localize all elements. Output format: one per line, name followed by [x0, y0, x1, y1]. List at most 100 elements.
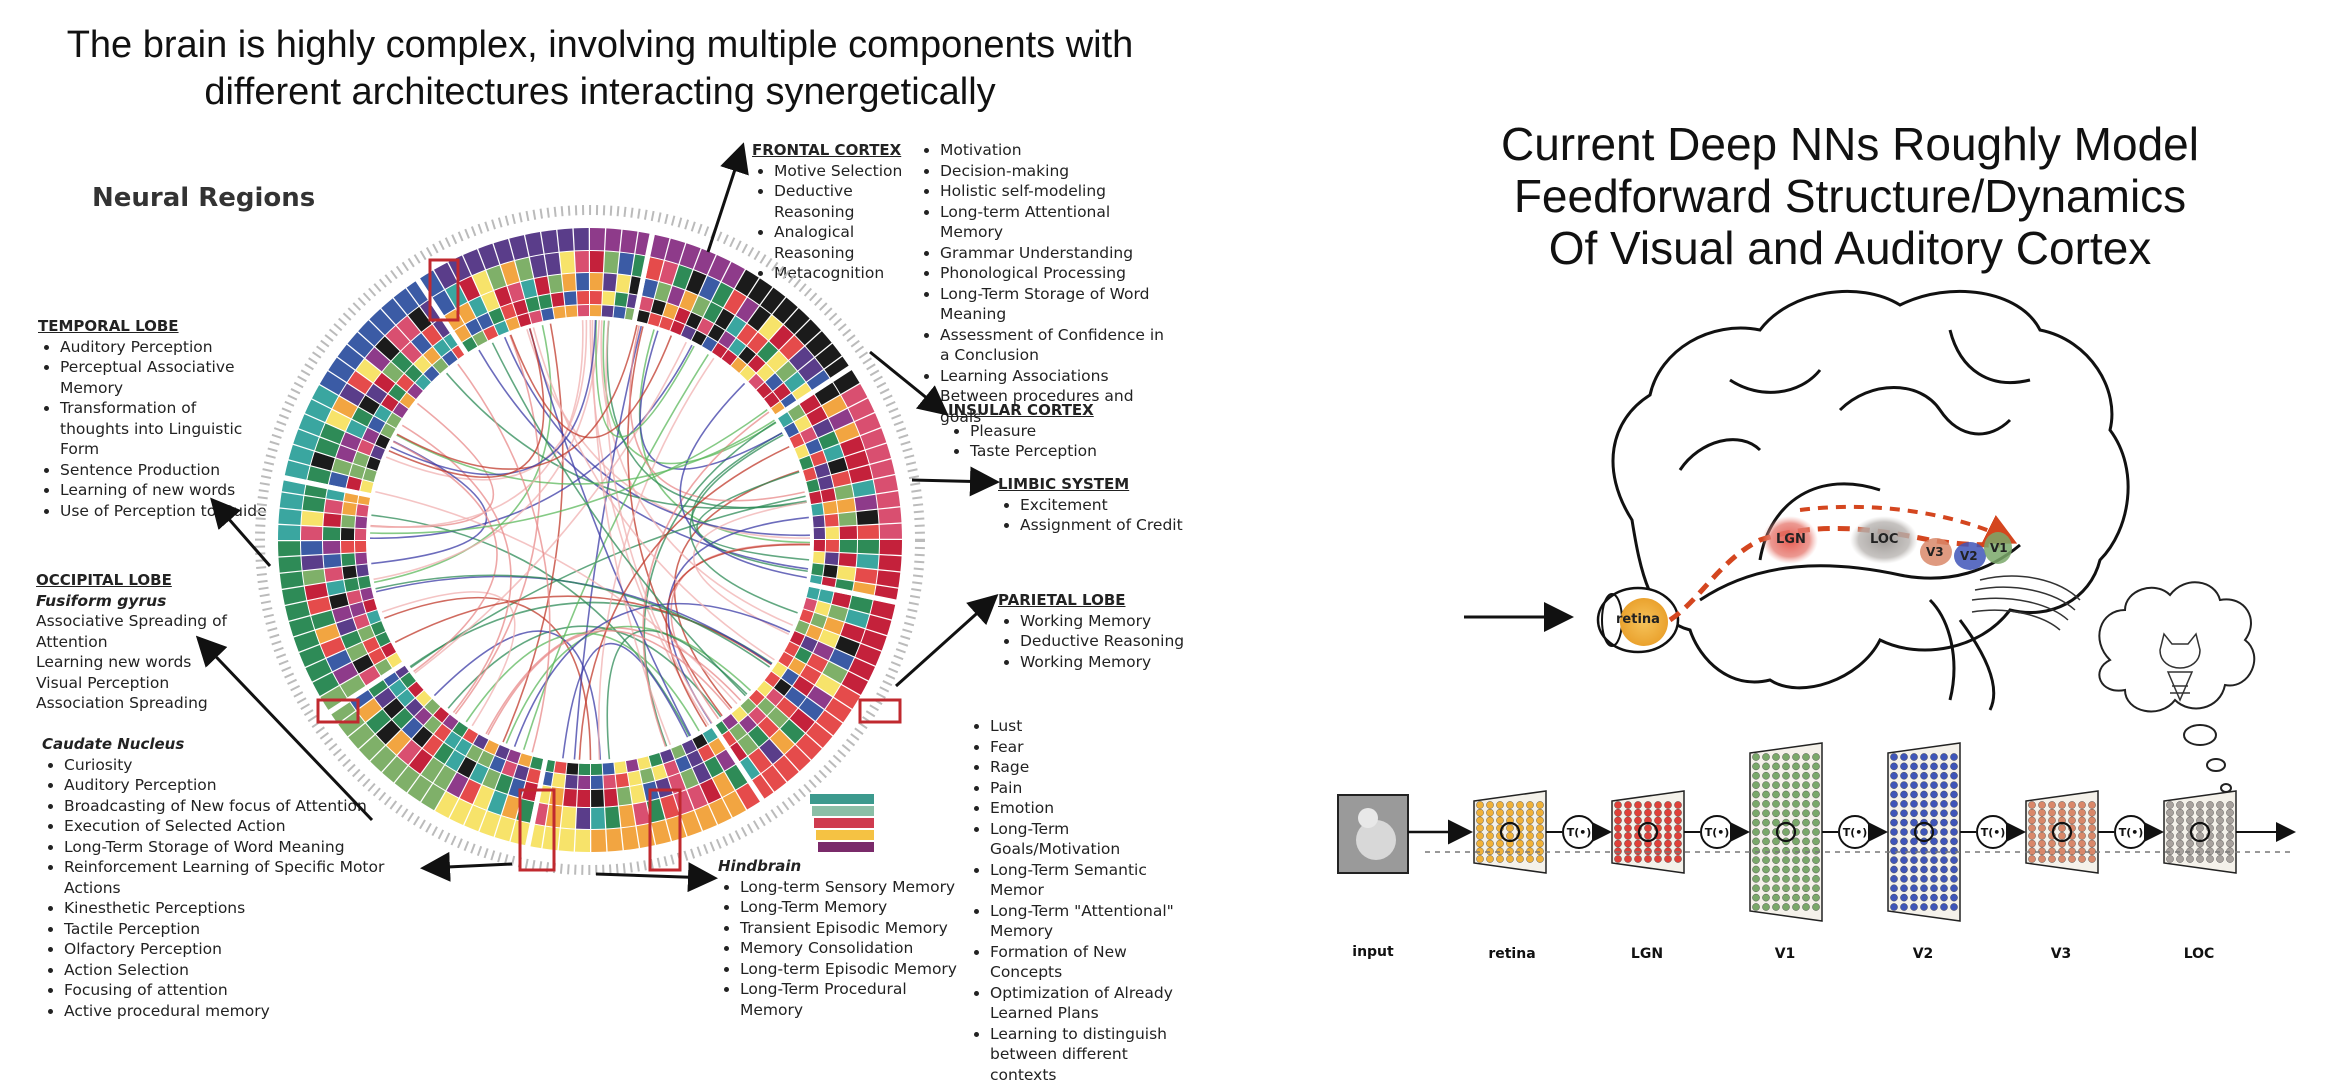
unit	[1910, 819, 1917, 826]
unit	[1900, 857, 1907, 864]
unit	[1900, 763, 1907, 770]
unit	[1890, 838, 1897, 845]
unit	[2048, 809, 2055, 816]
ring-segment	[603, 775, 616, 789]
unit	[1762, 800, 1769, 807]
unit	[1772, 903, 1779, 910]
unit	[1950, 828, 1957, 835]
unit	[1516, 801, 1523, 808]
unit	[1782, 875, 1789, 882]
unit	[1782, 753, 1789, 760]
unit	[1940, 857, 1947, 864]
ring-segment	[278, 509, 301, 525]
ring-segment	[559, 829, 575, 852]
ring-segment	[877, 570, 901, 587]
transform-label: T(•)	[1843, 826, 1868, 839]
unit	[1772, 885, 1779, 892]
unit	[1890, 791, 1897, 798]
ring-segment	[575, 251, 589, 272]
unit	[1762, 772, 1769, 779]
ring-segment	[799, 609, 813, 623]
legend-swatch	[812, 806, 874, 816]
ring-segment	[813, 515, 825, 527]
stage-label-retina: retina	[1472, 946, 1552, 962]
ring-segment	[602, 291, 615, 305]
unit	[1634, 801, 1641, 808]
unit	[1674, 840, 1681, 847]
ring-segment	[591, 790, 604, 807]
ring-segment	[618, 253, 634, 276]
v2-label: V2	[1960, 549, 1978, 563]
unit	[2226, 801, 2233, 808]
ring-segment	[534, 276, 549, 295]
unit	[1890, 885, 1897, 892]
unit	[1624, 840, 1631, 847]
ring-segment	[358, 576, 371, 589]
unit	[1890, 875, 1897, 882]
unit	[1890, 782, 1897, 789]
unit	[1910, 903, 1917, 910]
unit	[1812, 903, 1819, 910]
cerebellum	[1972, 576, 2080, 630]
unit	[1890, 857, 1897, 864]
unit	[1772, 894, 1779, 901]
unit	[1644, 825, 1651, 832]
unit	[1792, 810, 1799, 817]
unit	[1802, 828, 1809, 835]
ring-chord	[371, 441, 486, 563]
unit	[1506, 809, 1513, 816]
ring-segment	[839, 512, 857, 526]
unit	[1812, 753, 1819, 760]
ring-segment	[341, 515, 355, 528]
ring-segment	[303, 496, 326, 512]
unit	[1930, 894, 1937, 901]
ring-segment	[355, 529, 366, 540]
unit	[2078, 809, 2085, 816]
connectome-ring	[260, 210, 920, 870]
unit	[1476, 809, 1483, 816]
unit	[1486, 840, 1493, 847]
ring-segment	[324, 499, 342, 514]
unit	[1614, 809, 1621, 816]
unit	[1900, 791, 1907, 798]
ring-segment	[575, 830, 590, 852]
ring-segment	[630, 785, 645, 804]
unit	[1772, 753, 1779, 760]
unit	[1772, 857, 1779, 864]
unit	[2048, 840, 2055, 847]
unit	[1920, 782, 1927, 789]
unit	[1920, 875, 1927, 882]
unit	[2068, 817, 2075, 824]
ring-segment	[347, 590, 362, 604]
unit	[1950, 819, 1957, 826]
arrow-limbic	[912, 480, 994, 482]
ring-segment	[633, 802, 650, 825]
unit	[1752, 753, 1759, 760]
unit	[1752, 782, 1759, 789]
ring-segment	[355, 516, 367, 528]
unit	[2166, 825, 2173, 832]
unit	[1940, 782, 1947, 789]
ring-segment	[356, 504, 368, 516]
ring-segment	[814, 463, 830, 478]
unit	[1930, 772, 1937, 779]
unit	[2226, 832, 2233, 839]
unit	[1664, 825, 1671, 832]
ring-chord	[503, 324, 563, 743]
unit	[2038, 817, 2045, 824]
unit	[1536, 855, 1543, 862]
unit	[1802, 763, 1809, 770]
unit	[1674, 817, 1681, 824]
ring-segment	[341, 541, 354, 553]
unit	[1762, 810, 1769, 817]
unit	[1516, 855, 1523, 862]
unit	[1654, 817, 1661, 824]
unit	[1516, 817, 1523, 824]
ring-segment	[590, 251, 604, 272]
unit	[1890, 800, 1897, 807]
ring-segment	[367, 610, 381, 624]
unit	[1940, 763, 1947, 770]
unit	[1890, 866, 1897, 873]
unit	[2028, 817, 2035, 824]
arrow-insular	[870, 352, 944, 412]
